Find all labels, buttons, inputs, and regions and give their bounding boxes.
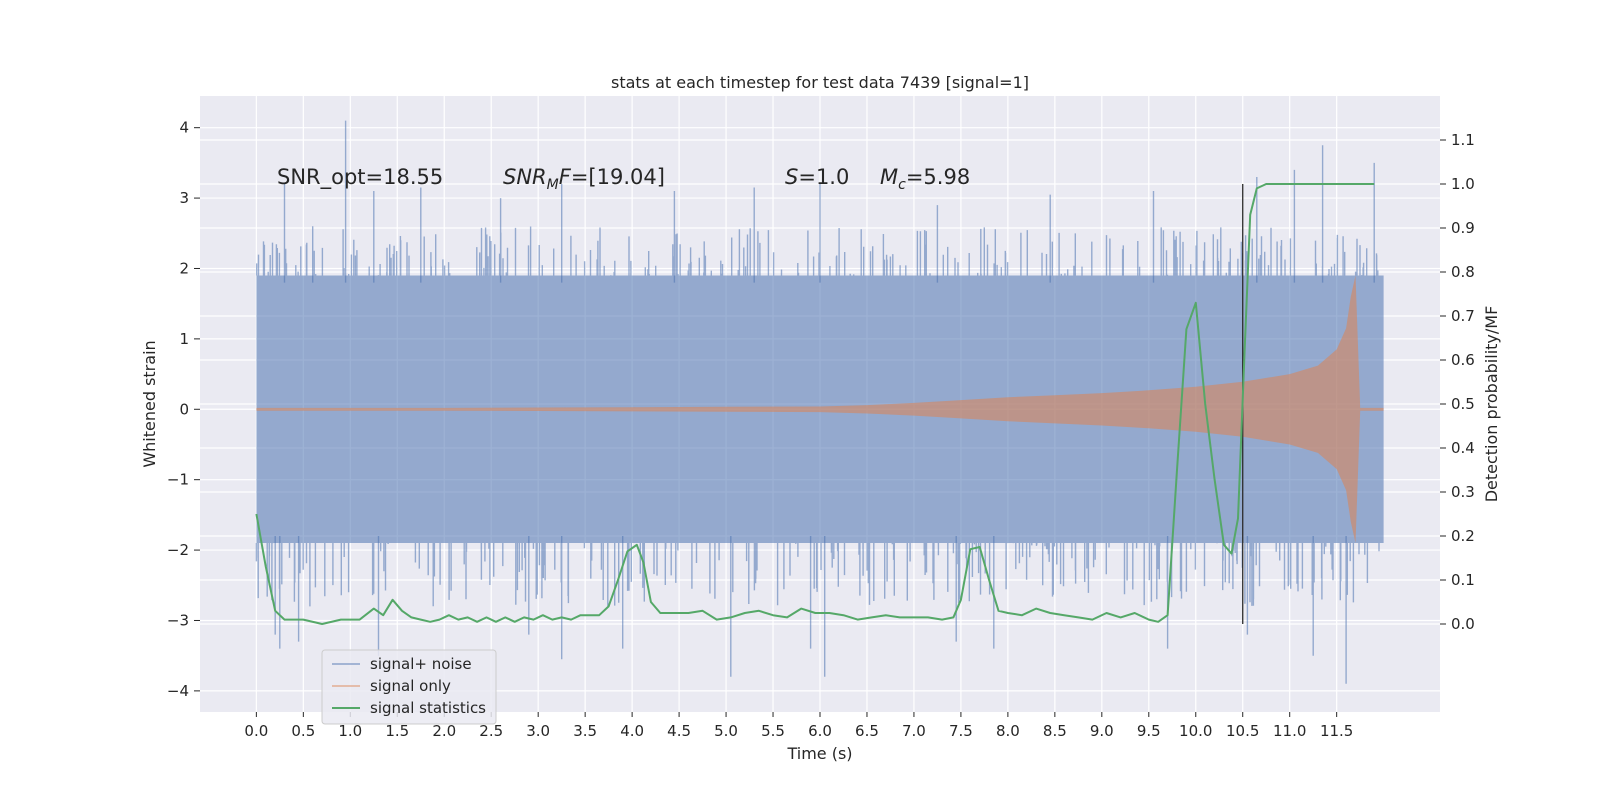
y2-tick-label: 0.2 — [1451, 527, 1475, 545]
y2-tick-label: 0.1 — [1451, 571, 1475, 589]
x-tick-label: 2.5 — [479, 722, 503, 740]
y-tick-label: 1 — [179, 330, 189, 348]
annotation-mc: Mc=5.98 — [880, 165, 970, 193]
y2-tick-label: 1.0 — [1451, 175, 1475, 193]
annotation-snr-opt: SNR_opt=18.55 — [277, 165, 443, 190]
annotation-s: S=1.0 — [785, 165, 849, 189]
y-tick-label: −3 — [167, 611, 189, 629]
y2-axis-ticks: 1.1 1.0 0.9 0.8 0.7 0.6 0.5 0.4 0.3 0.2 0.1 0.0 — [1440, 131, 1475, 633]
x-tick-label: 7.5 — [949, 722, 973, 740]
x-axis-label: Time (s) — [786, 744, 852, 763]
x-tick-label: 1.0 — [338, 722, 362, 740]
x-tick-label: 4.5 — [667, 722, 691, 740]
y2-axis-label: Detection probability/MF — [1482, 306, 1501, 503]
x-tick-label: 8.5 — [1043, 722, 1067, 740]
noise-spikes — [255, 120, 1380, 684]
y-tick-label: 2 — [179, 259, 189, 277]
x-tick-label: 9.0 — [1090, 722, 1114, 740]
legend-label-signal-plus-noise: signal+ noise — [370, 655, 472, 673]
x-tick-label: 6.5 — [855, 722, 879, 740]
annotation-snr-mf: SNRMF=[19.04] — [503, 165, 665, 193]
x-tick-label: 5.0 — [714, 722, 738, 740]
legend-label-signal-only: signal only — [370, 677, 451, 695]
y-axis-ticks: 4 3 2 1 0 −1 −2 −3 −4 — [167, 119, 200, 700]
x-tick-label: 10.0 — [1179, 722, 1212, 740]
x-tick-label: 0.5 — [291, 722, 315, 740]
x-tick-label: 5.5 — [761, 722, 785, 740]
y2-tick-label: 0.7 — [1451, 307, 1475, 325]
x-tick-label: 11.0 — [1273, 722, 1306, 740]
y-tick-label: 0 — [179, 400, 189, 418]
x-tick-label: 4.0 — [620, 722, 644, 740]
y2-tick-label: 0.6 — [1451, 351, 1475, 369]
y-tick-label: 3 — [179, 189, 189, 207]
y2-tick-label: 0.3 — [1451, 483, 1475, 501]
legend: signal+ noise signal only signal statist… — [321, 649, 497, 725]
x-tick-label: 1.5 — [385, 722, 409, 740]
x-tick-label: 11.5 — [1320, 722, 1353, 740]
stats-line — [255, 183, 1375, 625]
x-tick-label: 10.5 — [1226, 722, 1259, 740]
y-tick-label: −1 — [167, 471, 189, 489]
legend-box — [321, 649, 497, 725]
y2-tick-label: 0.0 — [1451, 615, 1475, 633]
y2-tick-label: 0.9 — [1451, 219, 1475, 237]
series-signal-only — [256, 275, 1384, 543]
y-axis-label: Whitened strain — [140, 340, 159, 467]
x-tick-label: 0.0 — [244, 722, 268, 740]
signal-envelope — [256, 275, 1384, 543]
x-tick-label: 7.0 — [902, 722, 926, 740]
series-signal-statistics — [255, 183, 1375, 625]
y-tick-label: −4 — [167, 682, 189, 700]
y2-tick-label: 0.5 — [1451, 395, 1475, 413]
x-tick-label: 9.5 — [1137, 722, 1161, 740]
y-tick-label: −2 — [167, 541, 189, 559]
x-tick-label: 6.0 — [808, 722, 832, 740]
x-tick-label: 3.5 — [573, 722, 597, 740]
x-tick-label: 2.0 — [432, 722, 456, 740]
x-axis-ticks: 0.0 0.5 1.0 1.5 2.0 2.5 3.0 3.5 4.0 4.5 5.0 5.5 6.0 6… — [244, 712, 1353, 740]
x-tick-label: 3.0 — [526, 722, 550, 740]
legend-label-signal-statistics: signal statistics — [370, 699, 486, 717]
x-tick-label: 8.0 — [996, 722, 1020, 740]
y2-tick-label: 0.4 — [1451, 439, 1475, 457]
y-tick-label: 4 — [179, 119, 189, 137]
chart-title: stats at each timestep for test data 743… — [611, 73, 1029, 92]
y2-tick-label: 0.8 — [1451, 263, 1475, 281]
y2-tick-label: 1.1 — [1451, 131, 1475, 149]
